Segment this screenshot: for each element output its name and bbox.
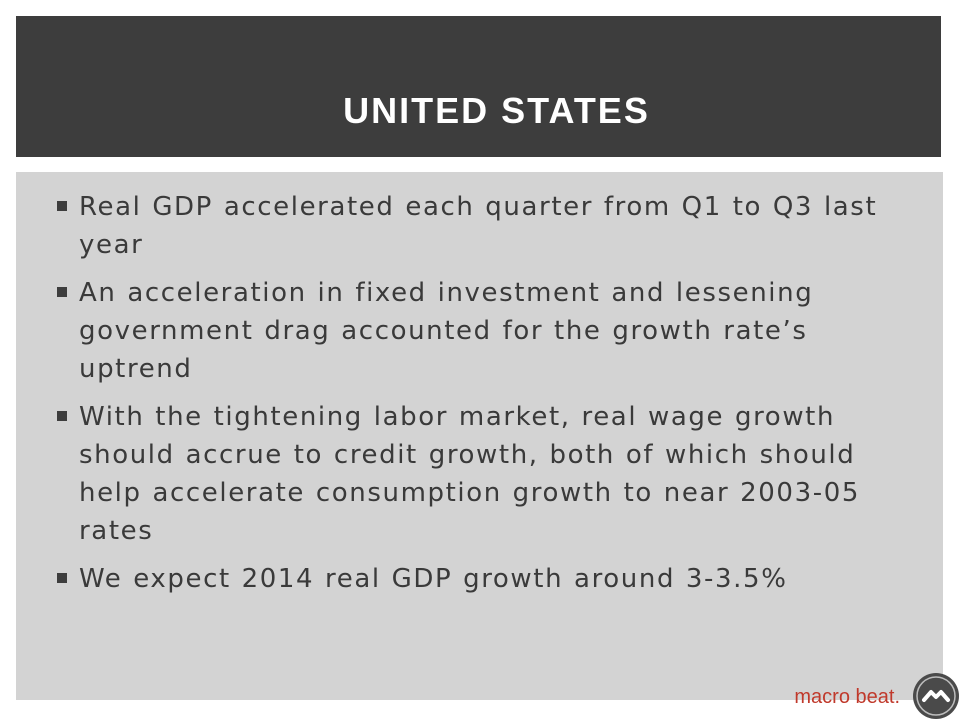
bullet-item: With the tightening labor market, real w…	[55, 398, 915, 550]
slide-title: UNITED STATES	[343, 90, 650, 131]
bullet-item: An acceleration in fixed investment and …	[55, 274, 915, 388]
content-panel	[16, 172, 943, 700]
square-bullet-icon	[57, 573, 67, 583]
square-bullet-icon	[57, 201, 67, 211]
bullet-list: Real GDP accelerated each quarter from Q…	[55, 188, 915, 608]
bullet-text: With the tightening labor market, real w…	[79, 402, 860, 546]
bullet-item: Real GDP accelerated each quarter from Q…	[55, 188, 915, 264]
square-bullet-icon	[57, 287, 67, 297]
macro-beat-logo-icon	[913, 673, 959, 719]
bullet-text: We expect 2014 real GDP growth around 3-…	[79, 564, 788, 594]
square-bullet-icon	[57, 411, 67, 421]
bullet-text: Real GDP accelerated each quarter from Q…	[79, 192, 878, 260]
brand-text: macro beat.	[794, 686, 900, 708]
bullet-text: An acceleration in fixed investment and …	[79, 278, 814, 384]
bullet-item: We expect 2014 real GDP growth around 3-…	[55, 560, 915, 598]
title-bar: UNITED STATES	[16, 16, 941, 157]
